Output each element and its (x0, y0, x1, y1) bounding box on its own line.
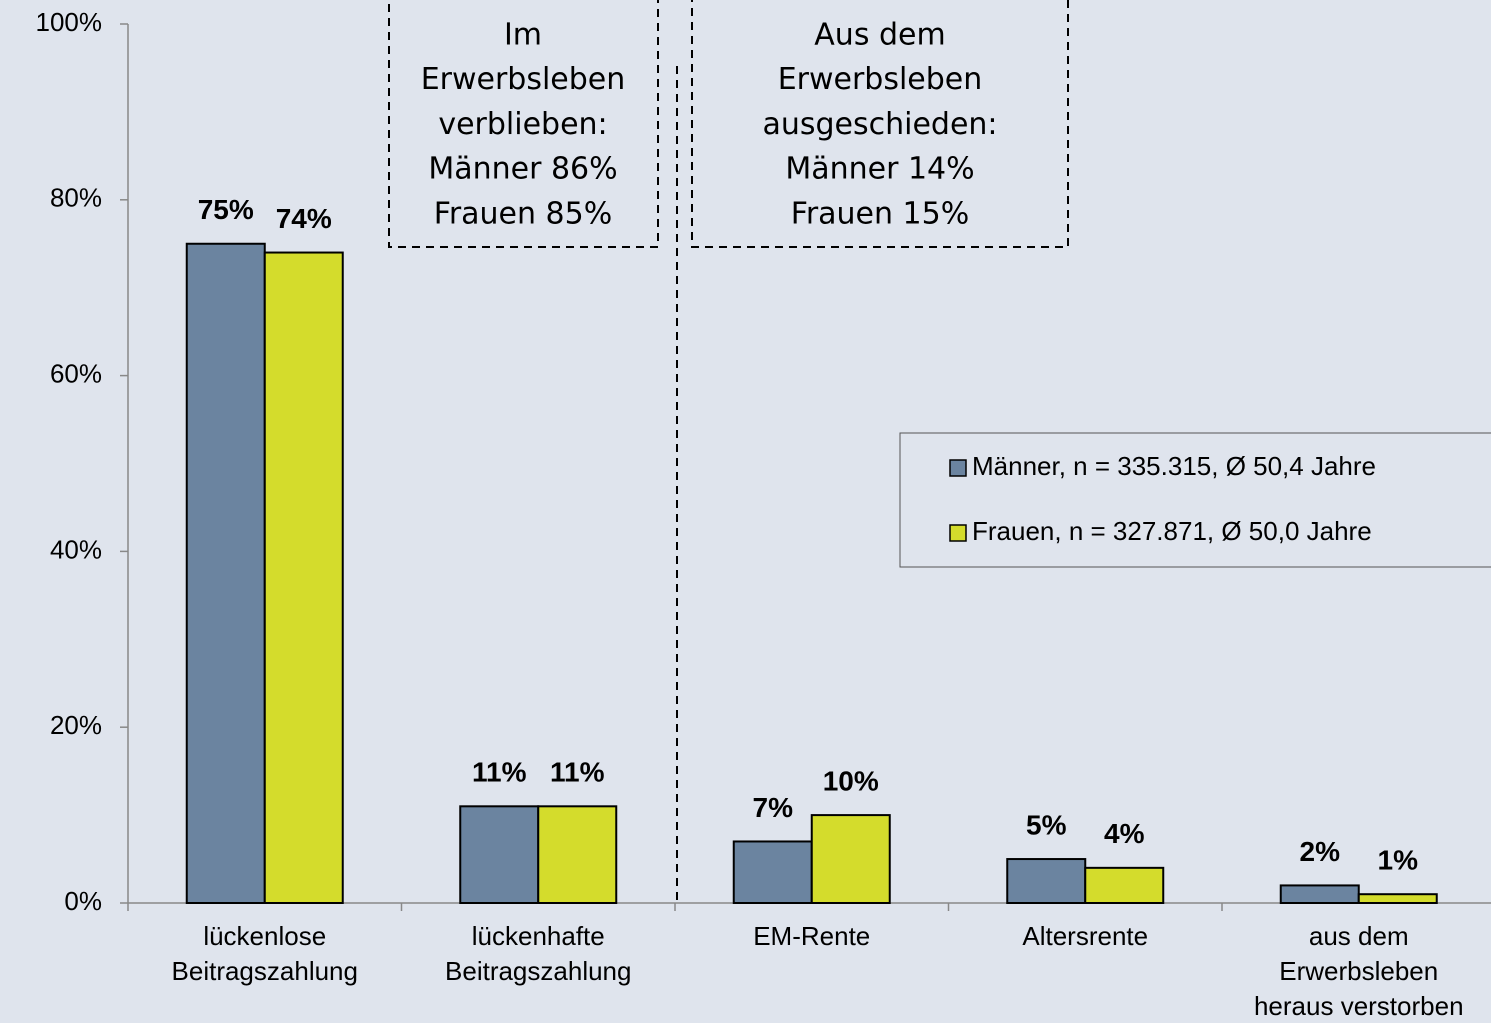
value-label: 4% (1104, 818, 1145, 849)
value-label: 7% (753, 792, 794, 823)
value-label: 11% (472, 757, 527, 788)
annotation: Männer 14% (785, 152, 974, 187)
y-tick-label: 100% (36, 7, 103, 37)
bar (1006, 858, 1087, 904)
legend-label: Männer, n = 335.315, Ø 50,4 Jahre (972, 451, 1376, 481)
x-tick-label: Beitragszahlung (172, 956, 358, 986)
annotation: Im (504, 18, 542, 53)
value-label: 11% (550, 757, 605, 788)
bar (537, 805, 618, 904)
y-tick-label: 40% (50, 534, 102, 564)
x-tick-label: Beitragszahlung (445, 956, 631, 986)
bar (1279, 884, 1360, 904)
annotation: Erwerbsleben (778, 62, 983, 97)
x-tick-label: Erwerbsleben (1279, 956, 1438, 986)
bar (810, 814, 891, 904)
bar (1084, 866, 1165, 905)
bar (263, 251, 344, 905)
x-tick-label: lückenlose (203, 921, 326, 951)
value-label: 74% (276, 203, 332, 234)
y-tick-label: 20% (50, 710, 102, 740)
bar (732, 840, 813, 904)
bar (459, 805, 540, 904)
annotation: Männer 86% (428, 152, 617, 187)
x-tick-label: lückenhafte (472, 921, 605, 951)
legend-box (899, 432, 1491, 568)
value-label: 75% (198, 194, 254, 225)
y-tick-label: 0% (64, 886, 102, 916)
x-tick-label: heraus verstorben (1254, 991, 1464, 1021)
x-tick-label: EM-Rente (753, 921, 870, 951)
y-tick-label: 80% (50, 183, 102, 213)
bar (1357, 893, 1438, 905)
annotation: Frauen 85% (434, 196, 613, 231)
annotation: Frauen 15% (791, 196, 970, 231)
annotation: ausgeschieden: (762, 107, 997, 142)
value-label: 10% (823, 765, 879, 796)
y-tick-label: 60% (50, 358, 102, 388)
bar (185, 242, 266, 904)
annotation-box (388, 0, 659, 248)
value-label: 2% (1300, 836, 1341, 867)
legend-swatch (949, 524, 967, 542)
x-tick-label: aus dem (1309, 921, 1409, 951)
value-label: 5% (1026, 809, 1067, 840)
annotation: Aus dem (814, 18, 945, 53)
legend-label: Frauen, n = 327.871, Ø 50,0 Jahre (972, 516, 1372, 546)
legend-swatch (949, 459, 967, 477)
annotation: Erwerbsleben (421, 62, 626, 97)
annotation: verblieben: (438, 107, 607, 142)
x-tick-label: Altersrente (1022, 921, 1148, 951)
annotation-box (691, 0, 1069, 248)
value-label: 1% (1378, 845, 1419, 876)
